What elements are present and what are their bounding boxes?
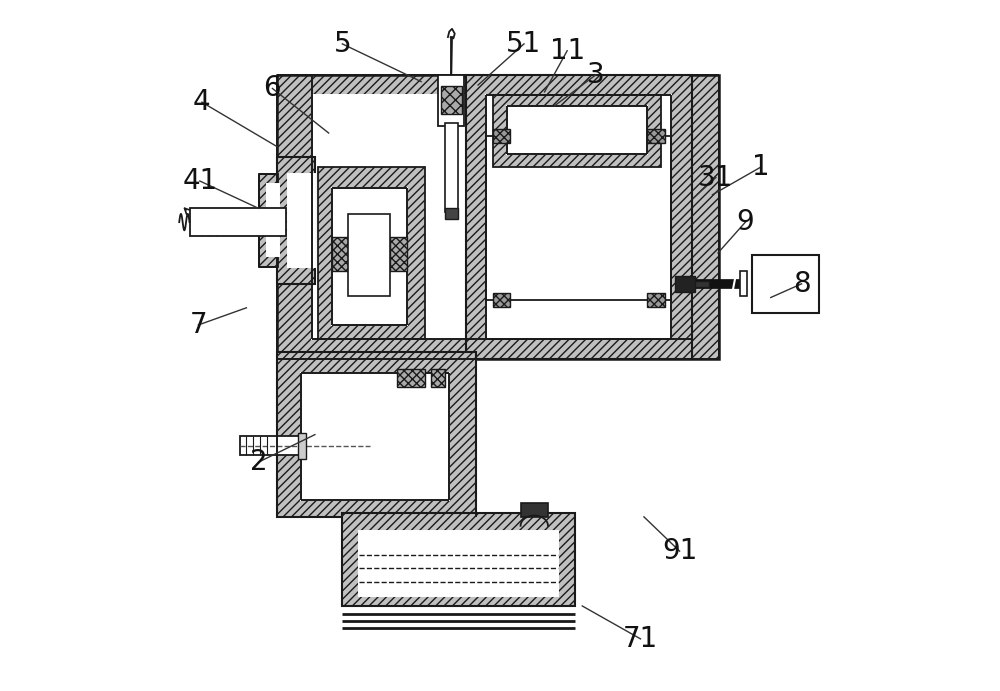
Bar <box>298 433 306 459</box>
Bar <box>507 106 647 153</box>
Bar <box>190 209 286 236</box>
Text: 11: 11 <box>550 37 585 65</box>
Bar <box>647 129 665 142</box>
Bar <box>288 174 315 267</box>
Bar <box>752 255 819 312</box>
Text: 51: 51 <box>506 30 542 58</box>
Bar <box>647 294 665 307</box>
Bar <box>240 436 305 455</box>
Text: 9: 9 <box>737 208 754 236</box>
Bar <box>675 276 695 292</box>
Bar <box>493 95 661 167</box>
Bar <box>521 503 548 517</box>
Text: 3: 3 <box>587 61 605 88</box>
Bar <box>486 95 671 339</box>
Bar <box>493 129 510 142</box>
Text: 5: 5 <box>334 30 351 58</box>
Bar <box>695 281 709 287</box>
Bar <box>348 214 390 296</box>
Text: 7: 7 <box>190 311 207 339</box>
Text: 8: 8 <box>793 269 810 298</box>
Bar <box>486 135 671 301</box>
Bar <box>397 370 425 387</box>
Bar <box>267 184 279 256</box>
Bar <box>277 157 315 284</box>
Text: 2: 2 <box>250 448 268 476</box>
Text: 91: 91 <box>662 537 697 565</box>
Text: 31: 31 <box>698 164 734 191</box>
Text: 4: 4 <box>193 88 211 116</box>
Bar <box>312 95 692 339</box>
Bar <box>342 513 575 606</box>
Bar <box>332 237 349 272</box>
Text: 41: 41 <box>182 167 217 195</box>
Bar <box>277 75 719 359</box>
Bar <box>277 352 476 517</box>
Bar <box>740 272 747 296</box>
Bar <box>390 237 407 272</box>
Bar <box>359 531 558 596</box>
Bar <box>466 75 692 359</box>
Text: 1: 1 <box>752 153 769 181</box>
Bar <box>332 188 407 325</box>
Bar <box>441 86 462 114</box>
Text: 6: 6 <box>264 75 281 102</box>
Bar <box>259 174 278 267</box>
Bar <box>438 75 464 126</box>
Bar <box>445 123 458 212</box>
Text: 71: 71 <box>623 625 658 653</box>
Bar <box>431 370 445 387</box>
Bar <box>445 209 458 218</box>
Bar <box>301 373 449 500</box>
Bar <box>318 167 425 339</box>
Bar <box>493 294 510 307</box>
